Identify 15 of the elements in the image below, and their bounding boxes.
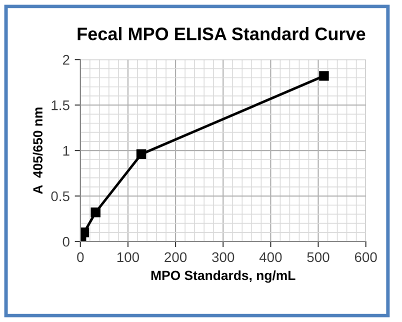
y-axis-title: A 405/650 nm bbox=[32, 108, 43, 194]
x-tick-label: 400 bbox=[259, 252, 282, 262]
x-tick-label: 200 bbox=[164, 252, 187, 262]
y-tick-label: 0 bbox=[62, 236, 70, 247]
x-tick-label: 100 bbox=[117, 252, 140, 262]
x-tick-label: 600 bbox=[354, 252, 377, 262]
x-axis-title: MPO Standards, ng/mL bbox=[151, 270, 296, 283]
x-tick-label: 500 bbox=[307, 252, 330, 262]
y-tick-label: 0.5 bbox=[51, 191, 70, 202]
x-tick-label: 300 bbox=[212, 252, 234, 262]
x-tick-label: 0 bbox=[77, 252, 84, 262]
y-tick-label: 1.5 bbox=[52, 100, 70, 110]
y-tick-label: 1 bbox=[63, 146, 70, 156]
chart-title: Fecal MPO ELISA Standard Curve bbox=[78, 27, 366, 40]
y-tick-label: 2 bbox=[62, 54, 70, 65]
